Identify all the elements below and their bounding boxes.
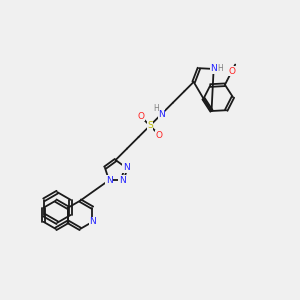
Text: N: N	[123, 163, 130, 172]
Text: N: N	[106, 176, 112, 185]
Text: S: S	[147, 121, 153, 130]
Text: N: N	[158, 110, 165, 119]
Text: N: N	[210, 64, 217, 74]
Text: N: N	[119, 176, 125, 185]
Text: H: H	[217, 64, 223, 74]
Text: O: O	[228, 67, 236, 76]
Text: O: O	[156, 130, 163, 140]
Text: H: H	[153, 104, 159, 113]
Text: O: O	[137, 112, 144, 121]
Text: N: N	[89, 217, 96, 226]
